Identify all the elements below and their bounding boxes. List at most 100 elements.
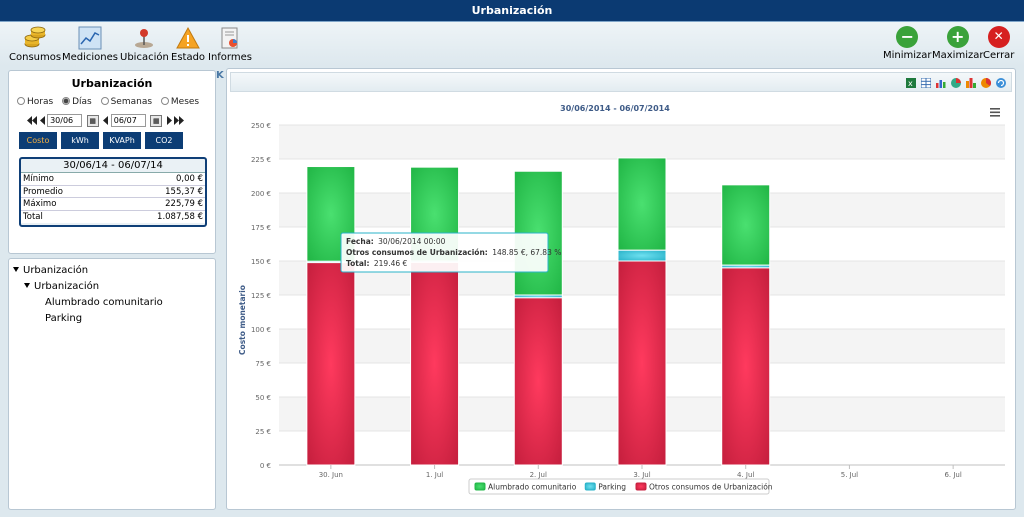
unit-kwh-button[interactable]: kWh [61, 132, 99, 149]
stats-row: Promedio 155,37 € [21, 185, 205, 198]
line-chart-icon [78, 26, 102, 50]
warning-icon [176, 26, 200, 49]
bar-chart-icon[interactable] [936, 78, 946, 88]
column-chart-icon[interactable] [966, 78, 976, 88]
legend-item[interactable]: Alumbrado comunitario [488, 483, 577, 492]
tooltip-fecha-value: 30/06/2014 00:00 [378, 237, 445, 246]
calendar-from-icon[interactable]: ▦ [86, 114, 99, 127]
y-tick-label: 225 € [251, 156, 271, 164]
refresh-icon[interactable] [996, 78, 1006, 88]
expand-arrow-icon[interactable] [13, 267, 19, 272]
x-tick-label: 1. Jul [426, 471, 443, 479]
minimizar-label: Minimizar [883, 50, 932, 61]
legend-item[interactable]: Parking [598, 483, 626, 492]
x-tick-label: 6. Jul [944, 471, 961, 479]
tooltip-total-value: 219.46 € [374, 259, 408, 268]
stats-range: 30/06/14 - 06/07/14 [21, 159, 205, 173]
x-tick-label: 4. Jul [737, 471, 754, 479]
bar-segment[interactable] [721, 267, 771, 466]
unit-costo-button[interactable]: Costo [19, 132, 57, 149]
main-toolbar: Consumos Mediciones Ubicación Estado [0, 22, 1024, 66]
tree-root[interactable]: Urbanización [13, 263, 163, 279]
tooltip-fecha-label: Fecha: [346, 237, 374, 246]
unit-kvaph-button[interactable]: KVAPh [103, 132, 141, 149]
maximizar-button[interactable]: + Maximizar [932, 26, 983, 61]
calendar-to-icon[interactable]: ▦ [150, 114, 163, 127]
ubicacion-button[interactable]: Ubicación [120, 26, 169, 63]
bar-segment[interactable] [513, 297, 563, 466]
tree-leaf-parking[interactable]: Parking [45, 313, 83, 324]
period-selector: Horas Días Semanas Meses [17, 97, 217, 107]
prev-icon[interactable] [39, 116, 45, 125]
radio-dias[interactable]: Días [62, 97, 92, 107]
informes-label: Informes [208, 52, 252, 63]
last-page-icon[interactable] [174, 116, 185, 125]
pie-chart-icon[interactable] [951, 78, 961, 88]
svg-text:Total: 219.46 €: Total: 219.46 € [346, 259, 408, 268]
pie-chart-alt-icon[interactable] [981, 78, 991, 88]
svg-text:Otros consumos de Urbanización: Otros consumos de Urbanización: 148.85 €… [346, 248, 561, 257]
tooltip-series-label: Otros consumos de Urbanización: [346, 248, 488, 257]
radio-meses[interactable]: Meses [160, 97, 199, 107]
bar-segment[interactable] [721, 184, 771, 266]
y-tick-label: 50 € [255, 394, 271, 402]
legend-swatch[interactable] [474, 482, 486, 491]
y-tick-label: 75 € [255, 360, 271, 368]
excel-icon[interactable]: x [906, 78, 916, 88]
estado-label: Estado [171, 52, 206, 63]
legend-item[interactable]: Otros consumos de Urbanización [649, 483, 773, 492]
stats-row: Mínimo 0,00 € [21, 173, 205, 186]
table-icon[interactable] [921, 78, 931, 88]
y-tick-label: 25 € [255, 428, 271, 436]
radio-semanas[interactable]: Semanas [100, 97, 152, 107]
collapse-handle[interactable]: K [216, 70, 224, 81]
y-tick-label: 175 € [251, 224, 271, 232]
chart-menu-icon[interactable] [990, 108, 1000, 117]
coins-icon [24, 26, 46, 48]
tree-child[interactable]: Urbanización [13, 279, 163, 295]
map-pin-icon [135, 29, 154, 48]
mediciones-button[interactable]: Mediciones [62, 26, 118, 63]
prev-icon-2[interactable] [103, 116, 109, 125]
unit-co2-button[interactable]: CO2 [145, 132, 183, 149]
consumos-label: Consumos [9, 52, 62, 63]
date-range: 30/06 ▦ 06/07 ▦ [27, 114, 185, 127]
unit-selector: Costo kWh KVAPh CO2 [19, 132, 187, 149]
radio-horas[interactable]: Horas [17, 97, 53, 107]
chart-panel: x 30/06/2014 - 06/07/2014 Costo monetari… [226, 68, 1016, 510]
cerrar-button[interactable]: ✕ Cerrar [983, 26, 1014, 61]
y-tick-label: 100 € [251, 326, 271, 334]
mediciones-label: Mediciones [62, 52, 119, 63]
bar-segment[interactable] [617, 249, 667, 262]
filter-panel: Urbanización Horas Días Semanas Meses 30… [8, 70, 216, 254]
y-tick-label: 200 € [251, 190, 271, 198]
y-tick-label: 250 € [251, 122, 271, 130]
legend-swatch[interactable] [584, 482, 596, 491]
date-from-input[interactable]: 30/06 [47, 114, 83, 127]
svg-text:x: x [908, 79, 913, 88]
x-tick-label: 30. Jun [319, 471, 343, 479]
x-tick-label: 5. Jul [841, 471, 858, 479]
bar-segment[interactable] [617, 260, 667, 466]
legend-swatch[interactable] [635, 482, 647, 491]
y-tick-label: 0 € [260, 462, 271, 470]
plus-circle-icon: + [946, 26, 969, 48]
date-to-input[interactable]: 06/07 [110, 114, 146, 127]
estado-button[interactable]: Estado [171, 26, 205, 63]
informes-button[interactable]: Informes [208, 26, 252, 63]
next-icon[interactable] [166, 116, 172, 125]
tooltip-total-label: Total: [346, 259, 370, 268]
y-tick-label: 150 € [251, 258, 271, 266]
page-scrollbar[interactable] [1017, 260, 1022, 510]
consumos-button[interactable]: Consumos [9, 26, 61, 63]
y-axis-label: Costo monetario [238, 285, 247, 355]
maximizar-label: Maximizar [932, 50, 984, 61]
expand-arrow-icon[interactable] [24, 283, 30, 288]
minimizar-button[interactable]: − Minimizar [883, 26, 932, 61]
chart-toolbar: x [230, 72, 1012, 92]
first-page-icon[interactable] [27, 116, 37, 125]
bar-segment[interactable] [306, 262, 356, 466]
bar-segment[interactable] [617, 157, 667, 251]
tree-leaf-alumbrado[interactable]: Alumbrado comunitario [45, 297, 163, 308]
bar-segment[interactable] [410, 261, 460, 466]
